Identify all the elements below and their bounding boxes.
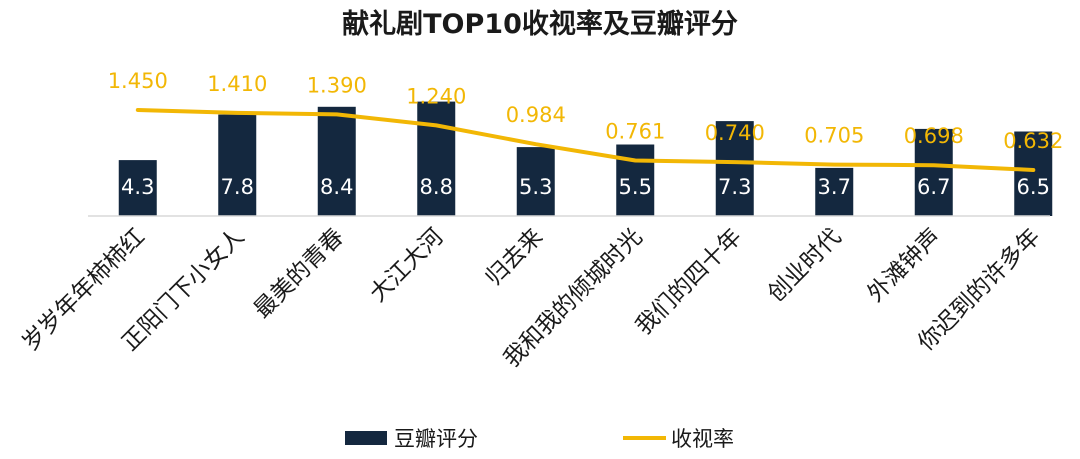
line-value-label: 0.698 xyxy=(904,124,964,148)
category-label: 创业时代 xyxy=(763,224,846,307)
category-label: 我们的四十年 xyxy=(631,224,747,340)
line-value-label: 0.761 xyxy=(605,120,665,144)
line-value-label: 0.632 xyxy=(1003,129,1063,153)
bar-value-label: 4.3 xyxy=(121,175,154,199)
bar-value-label: 5.5 xyxy=(619,175,652,199)
category-label: 大江大河 xyxy=(365,224,448,307)
bar-value-label: 7.8 xyxy=(221,175,254,199)
line-value-label: 1.450 xyxy=(108,69,168,93)
line-value-label: 1.240 xyxy=(406,84,466,108)
bar-3 xyxy=(317,106,356,216)
line-value-label: 0.740 xyxy=(705,121,765,145)
bar-8 xyxy=(815,167,854,216)
legend: 豆瓣评分 收视率 xyxy=(345,427,734,451)
line-value-label: 1.390 xyxy=(307,73,367,97)
bar-value-label: 7.3 xyxy=(718,175,751,199)
category-label: 最美的青春 xyxy=(249,224,349,324)
bar-2 xyxy=(218,114,257,216)
line-value-label: 0.984 xyxy=(506,103,566,127)
bar-1 xyxy=(118,160,157,216)
bar-value-label: 8.4 xyxy=(320,175,353,199)
bar-5 xyxy=(516,147,555,216)
line-value-label: 0.705 xyxy=(804,124,864,148)
line-series: 1.450 1.410 1.390 1.240 0.984 0.761 0.740 0.705… xyxy=(108,69,1063,172)
line-path xyxy=(135,108,1036,172)
chart-title: 献礼剧TOP10收视率及豆瓣评分 xyxy=(342,8,738,40)
bar-value-label: 6.7 xyxy=(917,175,950,199)
bar-value-label: 8.8 xyxy=(420,175,453,199)
legend-label-line: 收视率 xyxy=(671,427,734,451)
bar-10 xyxy=(1014,131,1053,216)
legend-swatch-bar xyxy=(345,431,387,445)
legend-label-bar: 豆瓣评分 xyxy=(394,427,478,451)
bar-4 xyxy=(417,101,456,216)
bar-value-label: 3.7 xyxy=(818,175,851,199)
bar-7 xyxy=(715,121,754,216)
bar-9 xyxy=(914,128,953,216)
bar-value-label: 6.5 xyxy=(1017,175,1050,199)
category-label: 外滩钟声 xyxy=(863,224,946,307)
bar-value-label: 5.3 xyxy=(519,175,552,199)
category-label: 归去来 xyxy=(481,224,548,291)
line-value-label: 1.410 xyxy=(207,72,267,96)
bar-series: 4.3 7.8 8.4 8.8 5.3 5.5 7.3 3.7 6.7 6.5 xyxy=(118,101,1053,216)
